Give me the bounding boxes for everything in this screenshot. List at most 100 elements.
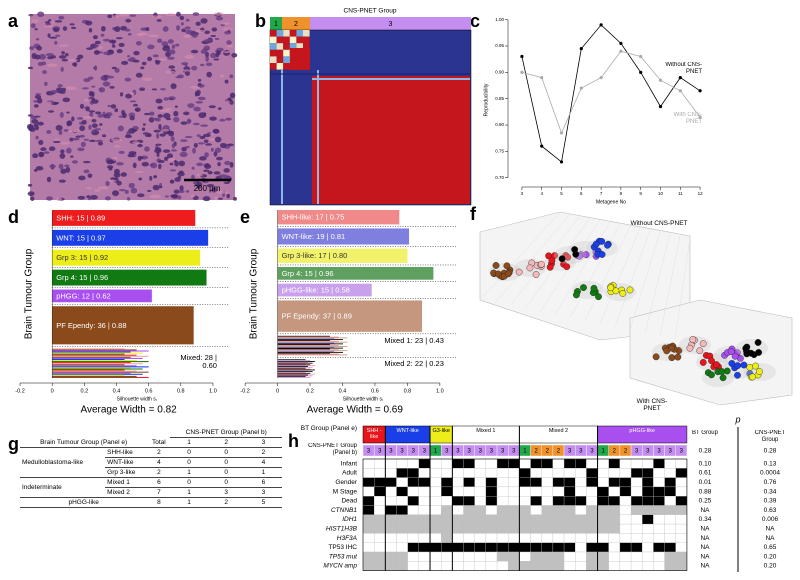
nucleus: [103, 51, 110, 55]
heatmap-cell: [418, 514, 431, 525]
heatmap-cell: [474, 561, 487, 571]
nucleus: [139, 156, 144, 160]
plot-grid: [599, 227, 641, 325]
x-tick-label: 6: [580, 191, 583, 196]
nucleus: [215, 16, 224, 21]
heatmap-cell: [452, 542, 464, 553]
nucleus: [47, 110, 55, 113]
x-tick-label: 12: [698, 191, 704, 196]
nucleus: [129, 14, 137, 17]
silhouette-stripe: [277, 346, 348, 347]
heatmap-cell: [508, 468, 520, 478]
heatmap-cell: [541, 496, 554, 506]
heatmap-cell: [362, 523, 375, 534]
stroma: [159, 109, 171, 112]
table-cell: 3: [207, 487, 245, 498]
y-tick-label: 0.90: [495, 70, 504, 75]
sample-point: [746, 363, 754, 371]
heatmap-cell: [608, 468, 621, 478]
cns-group-value: 3: [568, 449, 572, 455]
heatmap-cell: [630, 533, 643, 543]
table-cell: CNS-PNET Group (Panel b): [170, 428, 282, 438]
silhouette-group: [52, 249, 201, 266]
heatmap-cell: [552, 468, 565, 478]
nucleus: [89, 195, 98, 200]
nucleus: [86, 195, 91, 199]
heatmap-cell: [530, 561, 542, 571]
y-tick-label: 1.00: [495, 17, 504, 22]
heatmap-cell: [675, 523, 688, 534]
stroma: [160, 128, 170, 132]
silhouette-group: [277, 248, 408, 263]
stroma: [108, 179, 117, 182]
heatmap-cell: [396, 533, 408, 543]
heatmap-cell: [575, 496, 587, 506]
silhouette-stripe: [52, 370, 137, 372]
silhouette-stripe: [277, 375, 313, 377]
stroma: [46, 101, 52, 105]
nucleus: [128, 182, 135, 189]
nucleus: [204, 39, 211, 43]
stroma: [214, 196, 219, 201]
nucleus: [149, 111, 155, 116]
silhouette-stripe: [277, 361, 315, 362]
heatmap-cell: [441, 458, 453, 469]
heatmap-cell: [452, 458, 464, 469]
heatmap-cell: [429, 514, 442, 525]
x-tick-label: 0.2: [81, 388, 89, 394]
heatmap-cell: [642, 468, 654, 478]
silhouette-group: [52, 306, 194, 345]
heatmap-cell: [552, 514, 565, 525]
heatmap-cell: [530, 523, 542, 534]
nucleus: [30, 196, 35, 202]
nucleus: [114, 67, 120, 73]
heatmap-cell: [396, 458, 408, 469]
heatmap-cell: [396, 468, 408, 478]
heatmap-cell: [552, 523, 565, 534]
p-column-header-box: CNS-PNET Group: [755, 430, 786, 443]
table-cell: 1: [170, 497, 208, 508]
heatmap-cell: [441, 551, 453, 562]
nucleus: [175, 76, 183, 79]
heatmap-cell: [664, 486, 676, 497]
heatmap-cell: [496, 561, 509, 571]
p-value: NA: [765, 525, 775, 532]
y-tick-label: 0.95: [495, 43, 504, 48]
heatmap-cell: [474, 496, 487, 506]
nucleus: [147, 56, 153, 62]
silhouette-label: WNT-like: 19 | 0.81: [282, 232, 346, 241]
bt-group-label-box: pHGG-like: [629, 428, 655, 434]
nucleus: [70, 155, 74, 158]
cns-group-value: 3: [579, 449, 583, 455]
p-value: 0.10: [699, 460, 712, 467]
silhouette-stripe: [52, 357, 143, 359]
nucleus: [94, 65, 98, 71]
heatmap-cell: [563, 486, 576, 497]
nucleus: [105, 181, 110, 186]
row-header: CNS-PNET Group (Panel b): [308, 443, 357, 456]
heatmap-cell: [519, 458, 531, 469]
heatmap-cell: [575, 561, 587, 571]
nucleus: [30, 116, 38, 120]
row-header: BT Group (Panel e): [300, 425, 357, 432]
sample-point: [652, 353, 660, 361]
nucleus: [166, 117, 172, 121]
nucleus: [141, 161, 149, 167]
group-header-label: 1: [274, 21, 278, 28]
y-axis-label: Brain Tumour Group: [24, 248, 35, 339]
p-value: NA: [700, 563, 710, 570]
silhouette-stripe: [52, 352, 143, 354]
silhouette-stripe: [277, 338, 335, 340]
x-tick-label: -0.2: [15, 388, 24, 394]
heatmap-cell: [519, 561, 531, 571]
nucleus: [76, 117, 84, 120]
heatmap-cell: [675, 468, 688, 478]
nucleus: [156, 133, 160, 139]
series-point: [639, 54, 643, 59]
nucleus: [173, 189, 180, 194]
nucleus: [212, 129, 220, 134]
heatmap-cell: [530, 514, 542, 525]
heatmap-cell: [597, 542, 609, 553]
heatmap-cell: [519, 505, 531, 515]
nucleus: [135, 109, 140, 112]
